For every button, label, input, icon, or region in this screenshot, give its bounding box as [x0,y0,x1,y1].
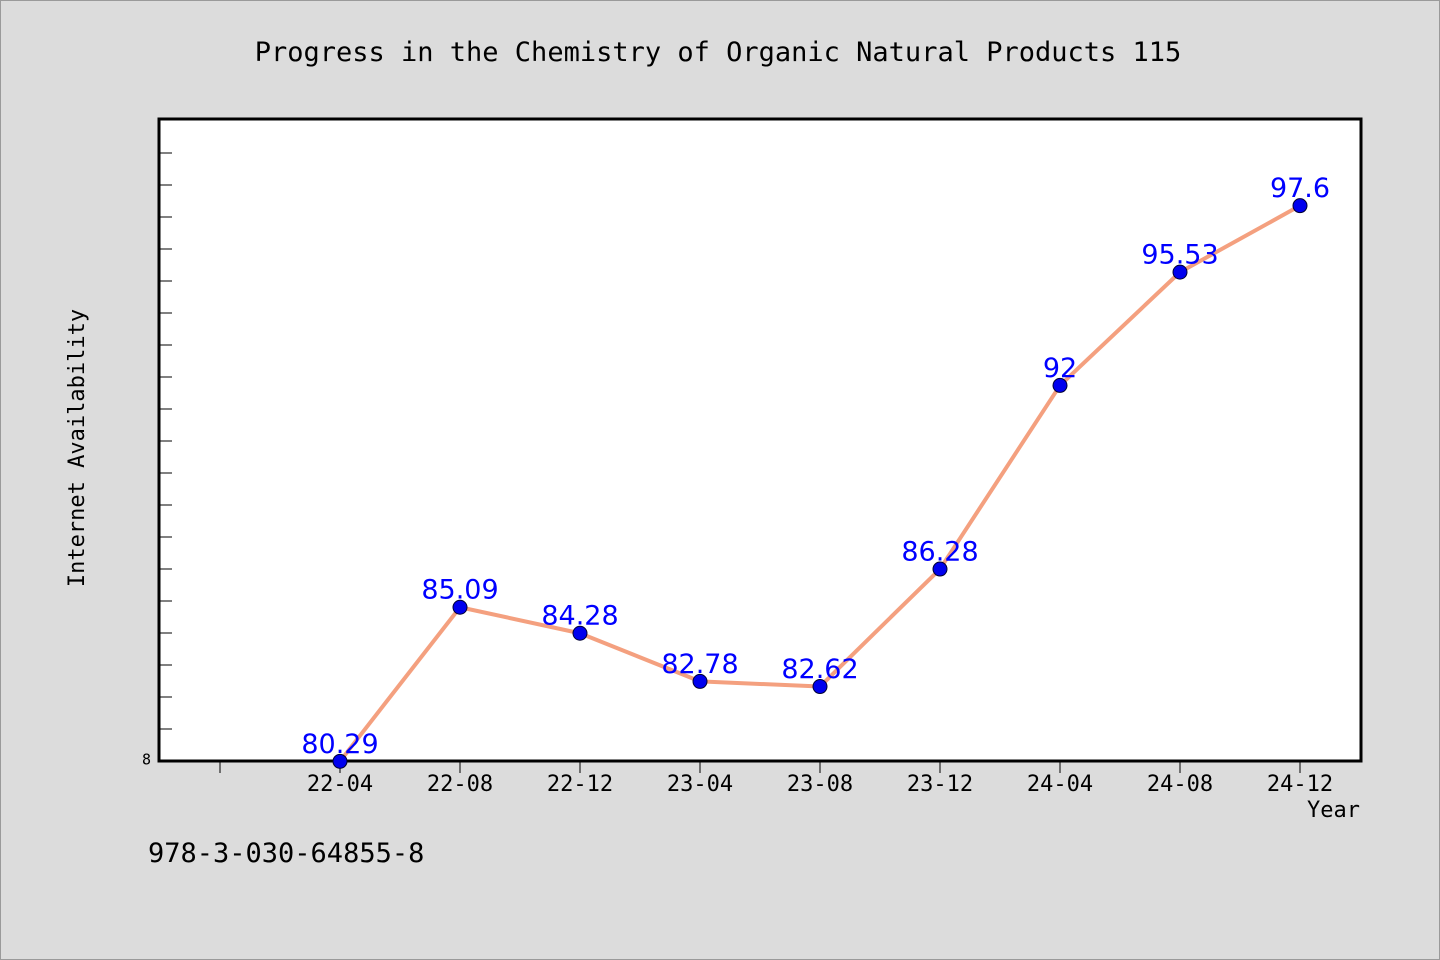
x-axis-label: Year [1307,798,1360,823]
data-point [1292,198,1308,214]
x-axis-tick-labels: 22-04 22-08 22-12 23-04 23-08 23-12 24-04 24-08… [307,772,1333,797]
x-tick-label: 22-04 [307,772,373,797]
data-point [1052,377,1068,393]
plot-area [157,117,1363,763]
data-point [1172,264,1188,280]
data-label: 80.29 [301,729,378,760]
data-label: 84.28 [541,601,618,632]
data-label: 97.6 [1270,173,1330,204]
data-labels: 80.29 85.09 84.28 82.78 82.62 86.28 92 95.53 97.… [301,173,1330,760]
data-label: 86.28 [901,537,978,568]
data-markers [332,198,1308,769]
y-tick-label: 8 [142,751,151,769]
x-tick-label: 23-12 [907,772,973,797]
data-point [452,599,468,615]
data-point [572,625,588,641]
x-axis-ticks [219,761,1301,773]
y-axis-tick-labels: 8 [142,751,151,769]
chart-title: Progress in the Chemistry of Organic Nat… [255,37,1182,68]
x-tick-label: 24-08 [1147,772,1213,797]
y-axis-label: Internet Availability [65,309,90,587]
data-point [332,753,348,769]
data-point [932,561,948,577]
x-tick-label: 23-04 [667,772,733,797]
x-tick-label: 22-08 [427,772,493,797]
x-tick-label: 23-08 [787,772,853,797]
y-axis-ticks [159,152,172,762]
data-point [692,673,708,689]
data-label: 85.09 [421,575,498,606]
x-tick-label: 24-12 [1267,772,1333,797]
x-tick-label: 22-12 [547,772,613,797]
data-label: 82.78 [661,649,738,680]
data-label: 82.62 [781,654,858,685]
x-tick-label: 24-04 [1027,772,1093,797]
data-label: 92 [1043,353,1077,384]
data-point [812,679,828,695]
data-label: 95.53 [1141,240,1218,271]
isbn-text: 978-3-030-64855-8 [148,838,424,869]
